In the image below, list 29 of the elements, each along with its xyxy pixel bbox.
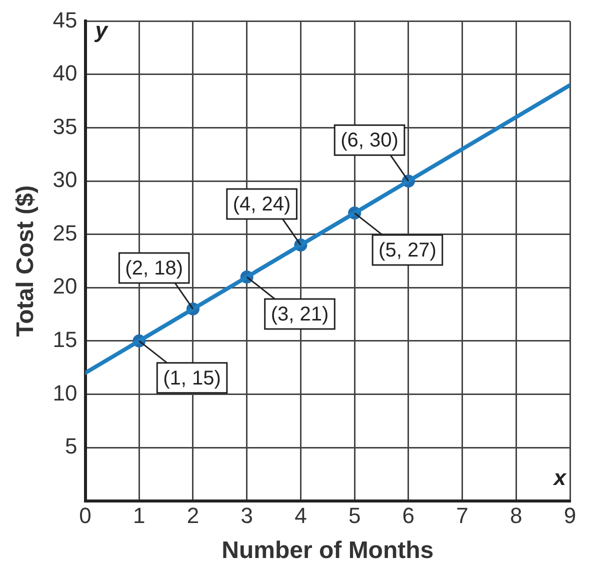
x-tick-label: 0 [79,503,92,528]
annotation: (6, 30) [340,130,398,152]
x-tick-label: 1 [133,503,146,528]
y-tick-label: 40 [52,60,78,86]
annotation: (4, 24) [232,194,291,216]
y-tick-label: 35 [52,114,78,139]
annotation: (5, 27) [378,240,436,262]
y-tick-label: 15 [52,326,78,352]
x-tick-label: 6 [402,503,415,528]
x-tick-label: 9 [564,503,576,528]
x-tick-label: 7 [456,503,468,528]
y-tick-label: 45 [52,7,78,32]
x-tick-label: 5 [348,503,361,528]
annotation: (2, 18) [125,257,183,280]
x-tick-label: 4 [294,503,307,528]
y-tick-label: 30 [52,167,78,192]
x-tick-label: 8 [510,503,522,528]
y-tick-label: 25 [52,220,78,246]
annotation: y [94,17,110,42]
y-tick-label: 10 [52,380,78,406]
annotation: (3, 21) [270,304,329,326]
x-tick-label: 3 [240,503,253,528]
x-tick-label: 2 [186,503,200,528]
annotation: (1, 15) [163,367,221,390]
x-axis-title: Number of Months [222,537,434,564]
y-tick-label: 5 [65,434,78,459]
y-axis-title: Total Cost ($) [12,185,40,337]
annotation: x [552,464,567,490]
y-tick-label: 20 [52,274,78,299]
